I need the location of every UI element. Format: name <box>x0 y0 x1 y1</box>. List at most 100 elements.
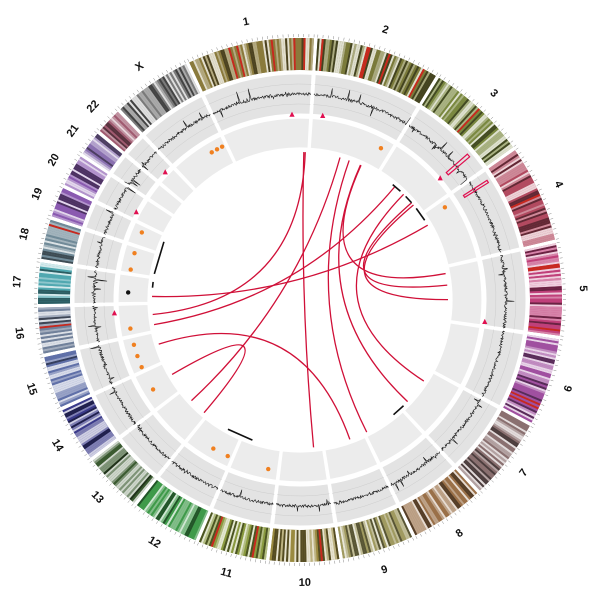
chromosome-label: 3 <box>487 87 500 100</box>
ideogram-band <box>182 505 199 536</box>
ideogram-band <box>475 130 502 153</box>
copy-number-bg <box>126 136 172 181</box>
ideogram-band <box>264 40 271 73</box>
ideogram-band <box>518 219 550 231</box>
tick-mark <box>466 503 469 507</box>
ideogram-band <box>501 173 531 191</box>
tick-mark <box>138 508 141 512</box>
ideogram-band <box>66 404 97 422</box>
ideogram-band <box>406 503 423 533</box>
ideogram-band <box>41 256 74 264</box>
ideogram-band <box>404 66 422 97</box>
ideogram-band <box>528 320 561 326</box>
tick-mark <box>507 136 511 139</box>
ideogram-band <box>258 41 266 73</box>
chromosome-label: 2 <box>381 23 390 36</box>
ideogram-band <box>498 413 528 432</box>
tick-mark <box>541 193 544 196</box>
ideogram-band <box>189 61 205 92</box>
tick-mark <box>92 464 96 468</box>
tick-mark <box>546 208 550 210</box>
copy-number-gridline <box>165 123 215 158</box>
ideogram-band <box>421 77 441 106</box>
ideogram-band <box>202 56 217 87</box>
copy-number-highlight <box>462 179 490 199</box>
ideogram-band <box>391 59 407 90</box>
ideogram-band <box>88 143 116 165</box>
copy-number-gridline <box>108 342 122 381</box>
point-track-bg <box>135 199 174 234</box>
ideogram-band <box>77 422 107 441</box>
tick-mark <box>348 38 350 42</box>
chromosome-label: 15 <box>24 381 39 396</box>
ideogram-band <box>435 88 457 116</box>
ideogram-band <box>516 375 548 389</box>
tick-mark <box>47 382 51 385</box>
ideogram-band <box>44 238 77 248</box>
ideogram-band <box>394 61 411 92</box>
ideogram-band <box>513 201 544 216</box>
chromosome-label: 21 <box>65 122 82 139</box>
ideogram-band <box>481 439 509 461</box>
copy-number-trace <box>94 237 106 269</box>
ideogram-band <box>66 179 96 196</box>
ideogram-band <box>462 114 487 139</box>
tick-mark <box>68 168 72 171</box>
ideogram-band <box>476 445 503 468</box>
copy-number-gridline <box>217 103 311 123</box>
ideogram-band <box>529 309 562 314</box>
ideogram-band <box>51 214 83 227</box>
ideogram-band <box>356 46 367 78</box>
ideogram-band <box>57 199 88 214</box>
marker-dot <box>139 230 145 235</box>
copy-number-gridline <box>208 83 312 105</box>
ideogram-band <box>38 287 71 291</box>
ideogram-band <box>74 417 104 436</box>
ideogram-band <box>527 334 560 342</box>
ideogram-band <box>270 39 276 72</box>
ideogram-band <box>442 94 465 121</box>
tick-mark <box>363 555 365 559</box>
tick-mark <box>88 138 91 142</box>
ideogram-band <box>528 327 561 334</box>
ideogram-band <box>529 318 562 324</box>
ideogram-band <box>216 51 229 83</box>
link-curve <box>158 332 351 440</box>
ideogram-band <box>503 178 534 196</box>
ideogram-band <box>528 324 561 330</box>
ideogram-band <box>507 397 538 414</box>
ideogram-band <box>54 380 86 394</box>
tick-mark <box>225 552 227 556</box>
ideogram-band <box>522 356 555 367</box>
tick-mark <box>121 102 124 106</box>
ideogram-band <box>64 182 95 199</box>
copy-number-gridline <box>103 390 128 430</box>
copy-number-trace <box>137 424 171 459</box>
ideogram-band <box>525 249 558 258</box>
ideogram-band <box>364 520 376 552</box>
tick-mark <box>441 521 444 524</box>
ideogram-band <box>169 71 187 101</box>
ideogram-band <box>49 221 81 234</box>
copy-number-trace <box>441 398 483 451</box>
tick-mark <box>38 252 42 254</box>
copy-number-gridline <box>120 162 134 180</box>
ideogram-band <box>172 69 191 99</box>
ideogram-band <box>114 462 139 487</box>
ideogram-band <box>386 512 401 543</box>
ideogram-band <box>483 436 511 458</box>
ideogram-band <box>493 158 522 178</box>
ideogram-band <box>72 414 102 433</box>
ideogram-band <box>496 164 526 183</box>
copy-number-gridline <box>165 468 214 499</box>
ideogram-band <box>275 529 281 562</box>
copy-number-gridline <box>129 432 164 468</box>
ideogram-band <box>84 431 113 451</box>
copy-number-gridline <box>114 187 128 210</box>
ideogram-band <box>523 352 556 363</box>
tick-mark <box>443 77 446 80</box>
ideogram-band <box>65 401 95 418</box>
ideogram-band <box>60 392 91 408</box>
ideogram-band <box>330 527 338 560</box>
ideogram-band <box>491 155 520 175</box>
